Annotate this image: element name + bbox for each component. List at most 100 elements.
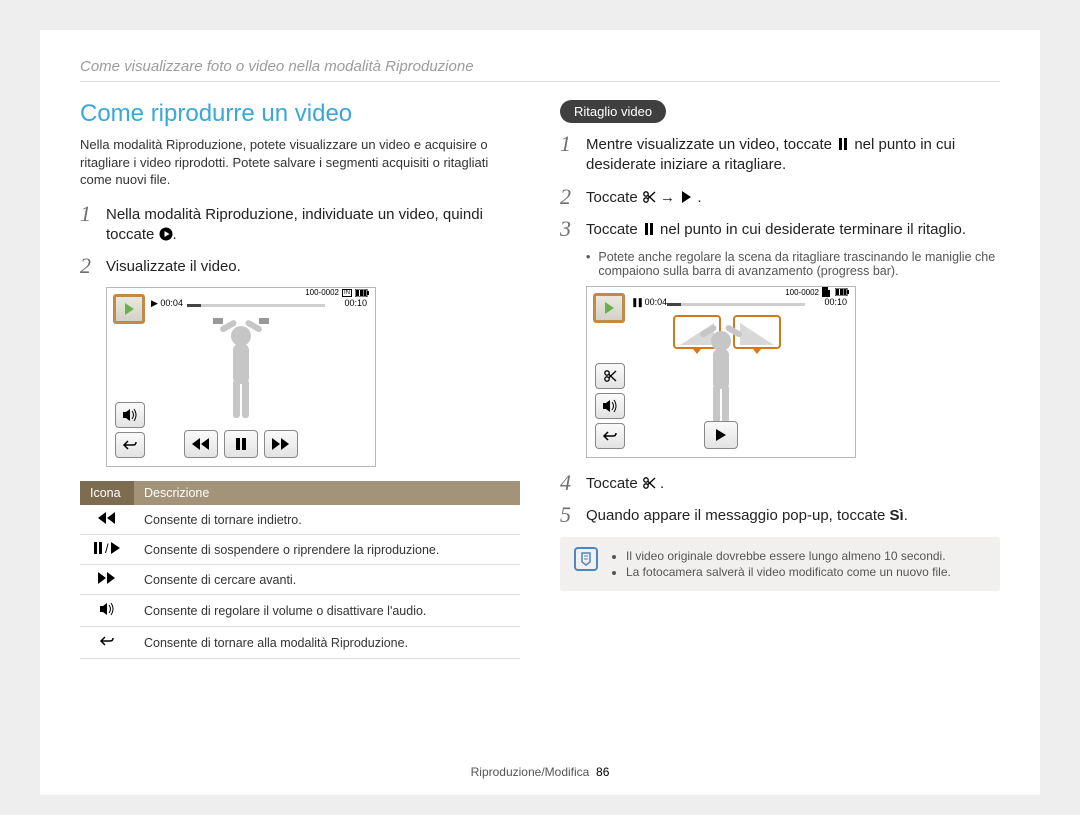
step-number: 2 bbox=[560, 186, 578, 208]
row-desc: Consente di tornare indietro. bbox=[134, 505, 520, 535]
step-text: Toccate nel punto in cui desiderate term… bbox=[586, 218, 966, 240]
page-footer: Riproduzione/Modifica 86 bbox=[80, 755, 1000, 779]
status-bar: 100-0002 bbox=[785, 287, 849, 297]
section-title: Come riprodurre un video bbox=[80, 100, 520, 128]
step-r3: 3 Toccate nel punto in cui desiderate te… bbox=[560, 218, 1000, 240]
step-text: Nella modalità Riproduzione, individuate… bbox=[106, 203, 520, 246]
text-segment: Quando appare il messaggio pop-up, tocca… bbox=[586, 507, 890, 524]
pause-icon bbox=[836, 137, 850, 151]
table-row: Consente di tornare alla modalità Riprod… bbox=[80, 627, 520, 659]
pause-button[interactable] bbox=[224, 430, 258, 458]
manual-page: Come visualizzare foto o video nella mod… bbox=[40, 30, 1040, 795]
two-columns: Come riprodurre un video Nella modalità … bbox=[80, 100, 1000, 755]
step-text: Toccate . bbox=[586, 472, 664, 494]
playback-controls bbox=[184, 430, 298, 458]
back-arrow-icon bbox=[602, 429, 618, 443]
row-desc: Consente di regolare il volume o disatti… bbox=[134, 595, 520, 627]
step-2: 2 Visualizzate il video. bbox=[80, 255, 520, 277]
step-number: 2 bbox=[80, 255, 98, 277]
scissors-icon bbox=[603, 369, 617, 383]
text-segment: Toccate bbox=[586, 189, 642, 206]
running-head: Come visualizzare foto o video nella mod… bbox=[80, 58, 1000, 82]
subsection-pill: Ritaglio video bbox=[560, 100, 666, 123]
forward-button[interactable] bbox=[264, 430, 298, 458]
video-thumbnail bbox=[593, 293, 625, 323]
pause-icon bbox=[234, 438, 248, 450]
forward-icon bbox=[80, 565, 134, 595]
trim-button[interactable] bbox=[595, 363, 625, 389]
volume-icon bbox=[122, 408, 138, 422]
table-row: Consente di cercare avanti. bbox=[80, 565, 520, 595]
page-number: 86 bbox=[596, 765, 609, 779]
progress-bar: ▶ 00:04 00:10 bbox=[151, 300, 367, 310]
step-number: 3 bbox=[560, 218, 578, 240]
scissors-icon bbox=[642, 476, 656, 490]
forward-icon bbox=[272, 438, 290, 450]
back-arrow-icon bbox=[122, 438, 138, 452]
video-trim-screenshot: 100-0002 ❚❚ 00:04 00:10 bbox=[586, 286, 856, 458]
pause-icon bbox=[642, 222, 656, 236]
table-header-desc: Descrizione bbox=[134, 481, 520, 505]
side-button-stack bbox=[595, 363, 625, 449]
play-icon bbox=[605, 302, 614, 314]
step-1: 1 Nella modalità Riproduzione, individua… bbox=[80, 203, 520, 246]
row-desc: Consente di sospendere o riprendere la r… bbox=[134, 535, 520, 565]
table-row: / Consente di sospendere o riprendere la… bbox=[80, 535, 520, 565]
back-button[interactable] bbox=[115, 432, 145, 458]
back-button[interactable] bbox=[595, 423, 625, 449]
volume-icon bbox=[602, 399, 618, 413]
row-desc: Consente di tornare alla modalità Riprod… bbox=[134, 627, 520, 659]
rewind-icon bbox=[192, 438, 210, 450]
progress-bar: ❚❚ 00:04 00:10 bbox=[631, 299, 847, 309]
playback-controls bbox=[704, 421, 738, 449]
play-circle-icon bbox=[159, 227, 173, 241]
rewind-button[interactable] bbox=[184, 430, 218, 458]
back-arrow-icon bbox=[80, 627, 134, 659]
pause-play-icon: / bbox=[80, 535, 134, 565]
sub-text: Potete anche regolare la scena da ritagl… bbox=[598, 250, 1000, 278]
total-time: 00:10 bbox=[824, 297, 847, 307]
status-bar: 100-0002 IN bbox=[305, 288, 369, 297]
text-segment: . bbox=[904, 507, 908, 524]
elapsed-time: ❚❚ 00:04 bbox=[631, 297, 667, 308]
text-segment: . bbox=[697, 189, 701, 206]
file-number: 100-0002 bbox=[305, 288, 339, 297]
right-column: Ritaglio video 1 Mentre visualizzate un … bbox=[560, 100, 1000, 755]
step-text-b: . bbox=[173, 226, 177, 243]
total-time: 00:10 bbox=[344, 298, 367, 308]
file-number: 100-0002 bbox=[785, 288, 819, 297]
step-r4: 4 Toccate . bbox=[560, 472, 1000, 494]
volume-button[interactable] bbox=[595, 393, 625, 419]
side-button-stack bbox=[115, 402, 145, 458]
step-text: Toccate → . bbox=[586, 186, 702, 208]
play-icon bbox=[125, 303, 134, 315]
table-header-icon: Icona bbox=[80, 481, 134, 505]
intro-paragraph: Nella modalità Riproduzione, potete visu… bbox=[80, 136, 520, 189]
row-desc: Consente di cercare avanti. bbox=[134, 565, 520, 595]
storage-card-icon bbox=[822, 287, 832, 297]
svg-text:/: / bbox=[105, 542, 109, 554]
play-button[interactable] bbox=[704, 421, 738, 449]
note-box: Il video originale dovrebbe essere lungo… bbox=[560, 537, 1000, 591]
table-row: Consente di regolare il volume o disatti… bbox=[80, 595, 520, 627]
rewind-icon bbox=[80, 505, 134, 535]
text-segment: Toccate bbox=[586, 221, 642, 238]
storage-icon: IN bbox=[342, 289, 352, 297]
note-list: Il video originale dovrebbe essere lungo… bbox=[626, 547, 951, 581]
step-number: 1 bbox=[560, 133, 578, 176]
volume-button[interactable] bbox=[115, 402, 145, 428]
text-segment: nel punto in cui desiderate terminare il… bbox=[660, 221, 966, 238]
scissors-icon bbox=[642, 190, 656, 204]
battery-icon bbox=[355, 289, 369, 297]
left-column: Come riprodurre un video Nella modalità … bbox=[80, 100, 520, 755]
step-r2: 2 Toccate → . bbox=[560, 186, 1000, 208]
icon-description-table: Icona Descrizione Consente di tornare in… bbox=[80, 481, 520, 659]
step-number: 5 bbox=[560, 504, 578, 526]
step-number: 4 bbox=[560, 472, 578, 494]
table-row: Consente di tornare indietro. bbox=[80, 505, 520, 535]
person-silhouette-icon bbox=[211, 318, 271, 438]
note-icon bbox=[574, 547, 598, 571]
step-r5: 5 Quando appare il messaggio pop-up, toc… bbox=[560, 504, 1000, 526]
step-text: Quando appare il messaggio pop-up, tocca… bbox=[586, 504, 908, 526]
volume-icon bbox=[80, 595, 134, 627]
